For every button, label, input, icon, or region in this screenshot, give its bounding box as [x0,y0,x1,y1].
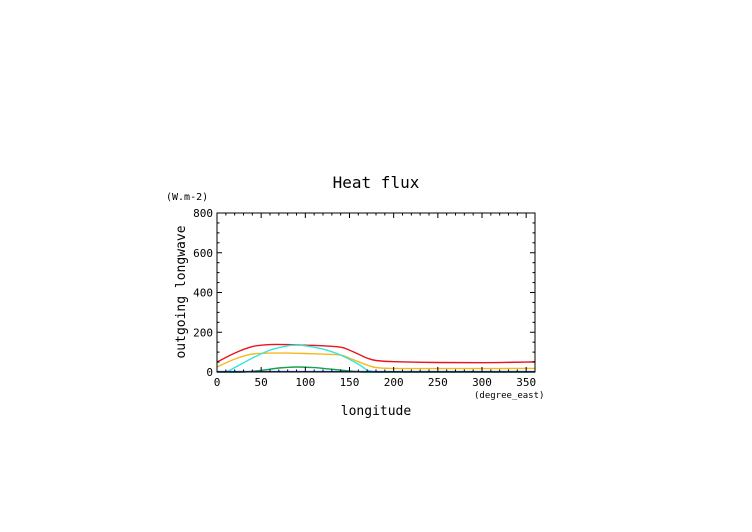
plot-frame [216,212,536,373]
y-axis-label: outgoing longwave [174,225,189,358]
series-layer [216,343,536,374]
x-tick-label: 300 [472,376,492,389]
x-tick-label: 150 [340,376,360,389]
x-axis-unit: (degree_east) [474,391,544,401]
x-axis-label: longitude [341,404,412,419]
y-tick-label: 800 [193,207,213,220]
y-tick-label: 400 [193,287,213,300]
y-axis-unit: (W.m-2) [166,192,208,203]
series-line-1 [216,343,536,364]
x-tick-label: 250 [428,376,448,389]
y-tick-label: 0 [206,366,213,379]
x-tick-label: 350 [516,376,536,389]
chart-title: Heat flux [333,173,420,192]
series-line-2 [216,352,535,370]
x-tick-label: 100 [295,376,315,389]
axis-ticks: 0 50 100 150 200 250 300 350 0 200 400 600 800 [193,207,536,389]
x-tick-label: 200 [384,376,404,389]
x-tick-label: 0 [214,376,221,389]
x-tick-label: 50 [255,376,268,389]
y-tick-label: 600 [193,247,213,260]
y-tick-label: 200 [193,326,213,339]
